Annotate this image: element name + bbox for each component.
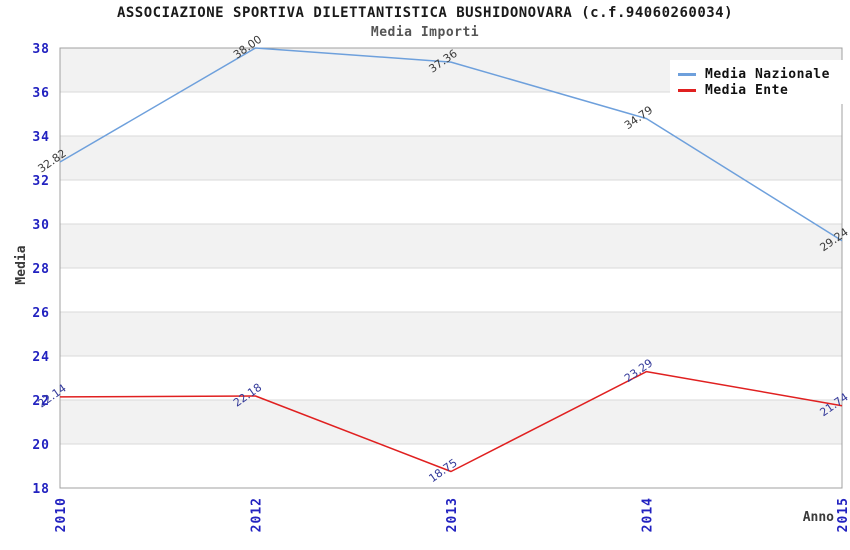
plot-band: [60, 224, 842, 268]
x-tick-label-2014: 2014: [641, 497, 656, 532]
legend-item-media-ente: Media Ente: [678, 82, 837, 98]
y-tick-label: 18: [32, 482, 50, 497]
y-tick-label: 32: [32, 174, 50, 189]
legend-swatch-media-ente: [678, 88, 696, 92]
y-tick-label: 20: [32, 438, 50, 453]
y-tick-label: 36: [32, 86, 50, 101]
y-tick-label: 38: [32, 42, 50, 57]
legend-item-media-nazionale: Media Nazionale: [678, 66, 837, 82]
x-tick-label-2015: 2015: [836, 497, 850, 532]
y-tick-label: 24: [32, 350, 50, 365]
plot-band: [60, 444, 842, 488]
chart-subtitle: Media Importi: [370, 25, 480, 40]
legend-label-media-ente: Media Ente: [705, 82, 789, 98]
x-tick-label-2013: 2013: [445, 497, 460, 532]
x-axis-title: Anno: [802, 510, 834, 525]
chart-title: ASSOCIAZIONE SPORTIVA DILETTANTISTICA BU…: [116, 5, 734, 21]
y-tick-label: 26: [32, 306, 50, 321]
plot-band: [60, 312, 842, 356]
y-tick-label: 30: [32, 218, 50, 233]
series-line-media-ente: [59, 370, 843, 473]
legend-label-media-nazionale: Media Nazionale: [705, 66, 830, 82]
legend-swatch-media-nazionale: [678, 72, 696, 76]
plot-band: [60, 136, 842, 180]
plot-band: [60, 356, 842, 400]
series-line-media-nazionale: [59, 47, 843, 242]
legend: Media Nazionale Media Ente: [670, 60, 845, 104]
y-tick-label: 22: [32, 394, 50, 409]
y-tick-label: 28: [32, 262, 50, 277]
plot-border: [59, 47, 843, 489]
plot-band: [60, 268, 842, 312]
y-axis-title: Media: [14, 245, 29, 285]
plot-band: [60, 180, 842, 224]
plot-band: [60, 400, 842, 444]
x-tick-label-2010: 2010: [54, 497, 69, 532]
y-tick-label: 34: [32, 130, 50, 145]
x-tick-label-2012: 2012: [250, 497, 265, 532]
